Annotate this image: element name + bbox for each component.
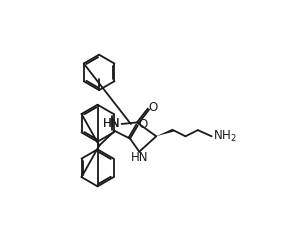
Text: NH$_2$: NH$_2$ (213, 129, 237, 144)
Polygon shape (156, 129, 174, 136)
Text: HN: HN (131, 151, 148, 164)
Text: HN: HN (103, 118, 121, 131)
Text: HN: HN (103, 118, 121, 131)
Text: O: O (148, 101, 158, 114)
Text: O: O (139, 118, 148, 131)
